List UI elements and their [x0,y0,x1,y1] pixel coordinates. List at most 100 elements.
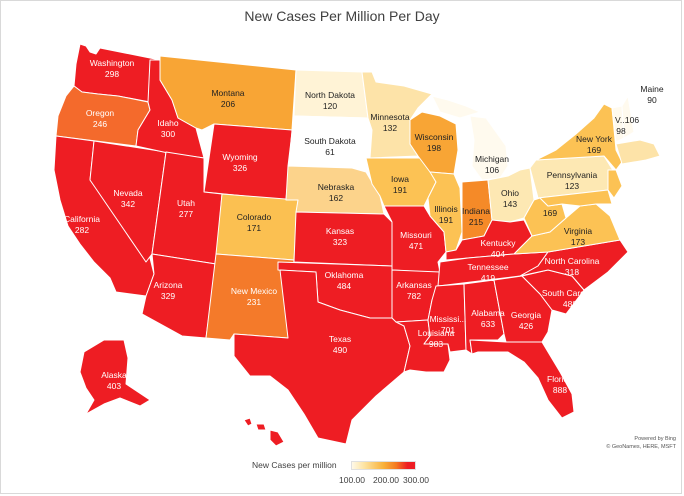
state-value-WY: 326 [233,163,247,173]
state-name-NE: Nebraska [318,182,355,192]
state-value-TX: 490 [333,345,347,355]
state-shape-MI[interactable] [431,95,509,181]
state-name-IA: Iowa [391,174,409,184]
state-name-NV: Nevada [113,188,143,198]
state-shape-MO[interactable] [383,205,447,273]
state-value-NY: 169 [587,145,601,155]
state-value-NV: 342 [121,199,135,209]
state-name-UT: Utah [177,198,195,208]
state-shape-AK[interactable] [79,339,151,415]
state-name-MS: Mississi... [430,314,467,324]
state-name-VA: Virginia [564,226,592,236]
state-name-MI: Michigan [475,154,509,164]
state-shape-ME[interactable] [627,61,673,133]
state-value-KY: 404 [491,249,505,259]
state-name-OR: Oregon [86,108,115,118]
state-value-OH: 143 [503,199,517,209]
state-name-WY: Wyoming [222,152,258,162]
state-name-NY: New York [576,134,613,144]
state-shape-NC[interactable] [519,239,629,291]
state-name-IN: Indiana [462,206,490,216]
state-shape-HI[interactable] [243,417,285,447]
state-name-WA: Washington [90,58,135,68]
state-name-KY: Kentucky [481,238,517,248]
state-name-OK: Oklahoma [325,270,364,280]
state-value-MI: 106 [485,165,499,175]
state-value-MO: 471 [409,241,423,251]
state-name-IL: Illinois [434,204,458,214]
state-shape-WY[interactable] [203,123,293,201]
state-name-ID: Idaho [157,118,179,128]
state-value-WA: 298 [105,69,119,79]
state-value-CO: 171 [247,223,261,233]
state-name-TN: Tennessee [467,262,508,272]
state-shape-MD[interactable] [537,189,613,207]
state-value-CA: 282 [75,225,89,235]
legend-tick-low: 100.00 [339,475,365,485]
state-value-MT: 206 [221,99,235,109]
state-value-AK: 403 [107,381,121,391]
credit-powered-by: Powered by Bing [634,436,676,442]
state-value-ND: 120 [323,101,337,111]
state-name-MO: Missouri [400,230,432,240]
state-value-AZ: 329 [161,291,175,301]
state-value-NH: 106 [625,115,639,125]
state-shape-WI[interactable] [409,111,459,175]
state-name-VT: V... [615,115,627,125]
state-value-NC: 318 [565,267,579,277]
state-value-AL: 633 [481,319,495,329]
state-name-ME: Maine [640,84,663,94]
state-name-LA: Louisiana [418,328,455,338]
state-shape-NJ[interactable] [607,169,623,199]
state-name-AL: Alabama [471,308,505,318]
state-value-IL: 191 [439,215,453,225]
state-value-UT: 277 [179,209,193,219]
state-name-GA: Georgia [511,310,542,320]
state-value-AR: 782 [407,291,421,301]
state-value-NE: 162 [329,193,343,203]
state-value-OR: 246 [93,119,107,129]
state-value-VT: 98 [616,126,626,136]
state-name-SD: South Dakota [304,136,356,146]
state-value-ME: 90 [647,95,657,105]
state-shape-MT[interactable] [159,55,297,131]
state-name-TX: Texas [329,334,351,344]
state-value-LA: 983 [429,339,443,349]
state-value-MN: 132 [383,123,397,133]
legend-title: New Cases per million [252,460,337,470]
legend-tick-high: 300.00 [403,475,429,485]
state-value-OK: 484 [337,281,351,291]
state-name-AK: Alaska [101,370,127,380]
map-title: New Cases Per Million Per Day [244,8,440,24]
state-name-CO: Colorado [237,212,272,222]
state-name-FL: Florida [547,374,573,384]
state-value-MS: 701 [441,325,455,335]
state-name-AZ: Arizona [154,280,183,290]
state-value-PA: 123 [565,181,579,191]
state-value-IN: 215 [469,217,483,227]
state-name-OH: Ohio [501,188,519,198]
state-name-SC: South Carolina [542,288,599,298]
state-shape-AZ[interactable] [141,253,217,339]
legend-color-scale [351,461,416,470]
state-value-WI: 198 [427,143,441,153]
state-value-SD: 61 [325,147,335,157]
state-shape-TX[interactable] [233,269,411,445]
state-value-TN: 419 [481,273,495,283]
state-value-ID: 300 [161,129,175,139]
state-name-NC: North Carolina [545,256,600,266]
state-value-VA: 173 [571,237,585,247]
state-name-CA: California [64,214,100,224]
state-name-MT: Montana [211,88,244,98]
state-name-MN: Minnesota [370,112,409,122]
state-value-FL: 888 [553,385,567,395]
state-shape-FL[interactable] [469,339,575,419]
state-name-AR: Arkansas [396,280,431,290]
state-value-IA: 191 [393,185,407,195]
state-shape-CT-RI-MA[interactable] [615,139,661,165]
credit-sources: © GeoNames, HERE, MSFT [606,444,676,450]
legend-tick-mid: 200.00 [373,475,399,485]
state-value-WV: 169 [543,208,557,218]
